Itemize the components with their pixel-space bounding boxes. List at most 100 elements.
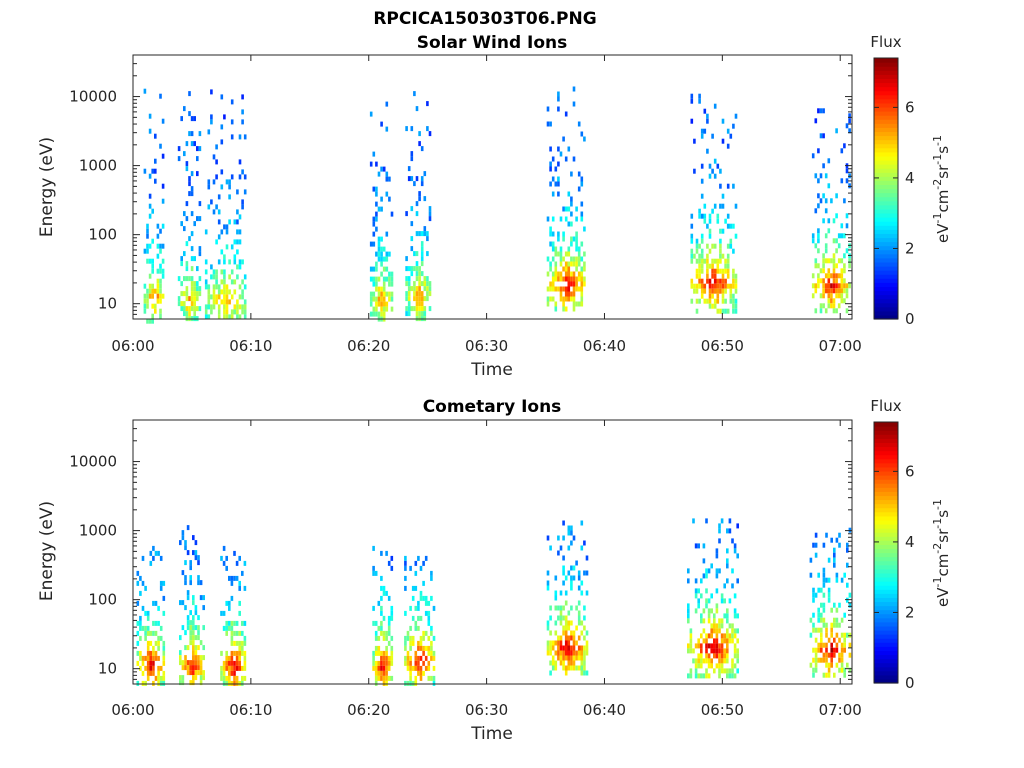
spectrogram-cell <box>369 111 373 117</box>
spectrogram-cell <box>557 176 560 182</box>
spectrogram-cell <box>546 296 550 302</box>
spectrogram-cell <box>733 628 737 634</box>
spectrogram-cell <box>583 251 586 257</box>
spectrogram-cell <box>427 615 431 621</box>
spectrogram-cell <box>830 657 833 663</box>
spectrogram-cell <box>190 306 194 312</box>
spectrogram-cell <box>233 680 236 686</box>
spectrogram-cell <box>387 640 391 646</box>
spectrogram-cell <box>190 296 194 302</box>
spectrogram-cell <box>427 620 431 626</box>
colorbar-segment <box>874 241 898 247</box>
spectrogram-cell <box>204 314 208 320</box>
spectrogram-cell <box>726 548 729 554</box>
spectrogram-cell <box>708 283 712 289</box>
colorbar-segment <box>874 164 898 169</box>
spectrogram-cell <box>575 625 578 631</box>
spectrogram-cell <box>230 660 234 666</box>
spectrogram-cell <box>564 600 568 606</box>
spectrogram-cell <box>689 648 693 654</box>
colorbar-segment <box>874 102 898 108</box>
spectrogram-cell <box>718 648 721 654</box>
spectrogram-cell <box>382 680 386 686</box>
colorbar-segment <box>874 552 898 558</box>
spectrogram-cell <box>824 308 828 314</box>
spectrogram-cell <box>734 288 738 294</box>
spectrogram-cell <box>835 607 839 613</box>
spectrogram-cell <box>157 670 160 676</box>
spectrogram-cell <box>726 608 729 614</box>
spectrogram-cell <box>827 218 831 224</box>
spectrogram-cell <box>554 306 558 312</box>
spectrogram-cell <box>228 184 231 190</box>
spectrogram-cell <box>551 216 555 222</box>
spectrogram-cell <box>225 675 228 681</box>
spectrogram-cell <box>149 670 153 676</box>
spectrogram-cell <box>580 256 584 262</box>
spectrogram-cell <box>432 655 436 661</box>
spectrogram-cell <box>417 625 420 631</box>
spectrogram-cell <box>372 241 376 247</box>
spectrogram-cell <box>715 568 719 574</box>
spectrogram-cell <box>700 263 704 269</box>
spectrogram-cell <box>387 625 391 631</box>
spectrogram-cell <box>241 645 244 651</box>
spectrogram-cell <box>585 650 589 656</box>
spectrogram-cell <box>184 545 187 551</box>
spectrogram-cell <box>225 304 229 310</box>
spectrogram-cell <box>388 281 391 287</box>
spectrogram-cell <box>230 680 234 686</box>
spectrogram-cell <box>405 306 408 312</box>
spectrogram-cell <box>417 655 420 661</box>
colorbar-segment <box>874 212 898 218</box>
spectrogram-cell <box>230 309 234 315</box>
spectrogram-cell <box>840 178 844 184</box>
spectrogram-cell <box>414 620 418 626</box>
spectrogram-cell <box>827 278 831 284</box>
spectrogram-cell <box>407 286 411 292</box>
spectrogram-cell <box>700 618 703 624</box>
spectrogram-cell <box>230 279 234 285</box>
spectrogram-cell <box>235 655 239 661</box>
spectrogram-cell <box>577 645 581 651</box>
colorbar-segment <box>874 94 898 100</box>
spectrogram-cell <box>702 543 706 549</box>
spectrogram-cell <box>198 286 202 292</box>
spectrogram-cell <box>580 670 584 676</box>
spectrogram-cell <box>577 570 581 576</box>
spectrogram-cell <box>583 540 586 546</box>
spectrogram-cell <box>562 236 565 242</box>
spectrogram-cell <box>197 670 200 676</box>
spectrogram-cell <box>228 274 231 280</box>
spectrogram-cell <box>190 281 194 287</box>
spectrogram-cell <box>202 625 205 631</box>
spectrogram-cell <box>825 577 828 583</box>
spectrogram-cell <box>385 276 389 282</box>
spectrogram-cell <box>185 261 189 267</box>
spectrogram-cell <box>580 580 584 586</box>
spectrogram-cell <box>385 291 389 297</box>
spectrogram-cell <box>713 298 717 304</box>
spectrogram-cell <box>159 625 163 631</box>
colorbar-segment <box>874 237 898 243</box>
spectrogram-cell <box>572 296 576 302</box>
spectrogram-cell <box>698 278 701 284</box>
spectrogram-cell <box>728 673 732 679</box>
spectrogram-cell <box>409 655 412 661</box>
spectrogram-cell <box>721 298 725 304</box>
spectrogram-cell <box>390 271 394 277</box>
spectrogram-cell <box>417 645 420 651</box>
spectrogram-cell <box>835 537 839 543</box>
colorbar-segment <box>874 286 898 292</box>
spectrogram-cell <box>549 281 552 287</box>
spectrogram-cell <box>835 213 838 219</box>
spectrogram-cell <box>719 203 722 209</box>
x-tick-label: 06:50 <box>701 337 744 355</box>
spectrogram-cell <box>152 665 155 671</box>
spectrogram-cell <box>220 279 224 285</box>
spectrogram-cell <box>720 593 724 599</box>
spectrogram-cell <box>189 680 192 686</box>
spectrogram-cell <box>183 311 186 317</box>
colorbar-segment <box>874 507 898 513</box>
spectrogram-cell <box>716 163 720 169</box>
